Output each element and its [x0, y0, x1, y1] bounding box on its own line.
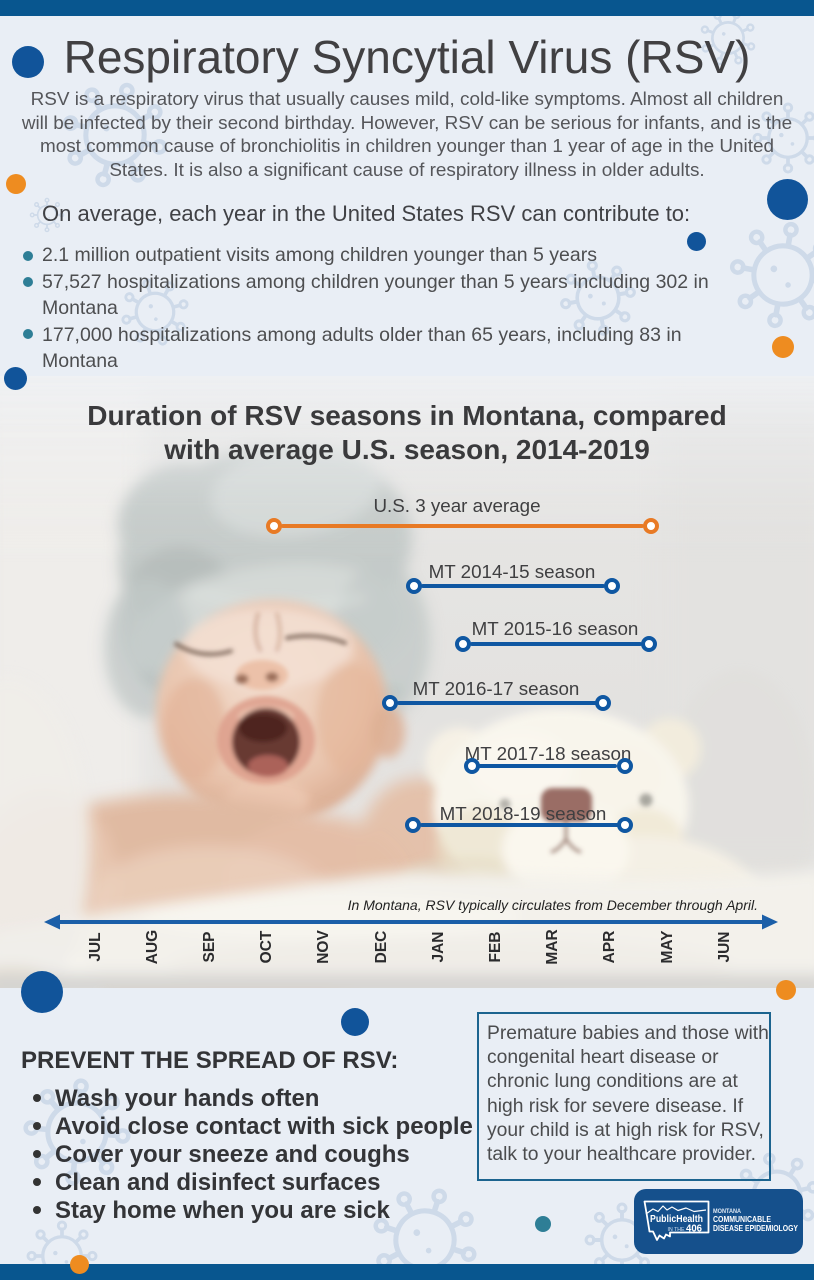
svg-text:PublicHealth: PublicHealth — [650, 1213, 703, 1225]
svg-text:MONTANA: MONTANA — [713, 1209, 742, 1215]
svg-text:406: 406 — [686, 1223, 702, 1235]
svg-text:DISEASE EPIDEMIOLOGY: DISEASE EPIDEMIOLOGY — [713, 1224, 798, 1233]
svg-text:COMMUNICABLE: COMMUNICABLE — [713, 1215, 771, 1224]
svg-text:IN THE: IN THE — [668, 1227, 685, 1233]
